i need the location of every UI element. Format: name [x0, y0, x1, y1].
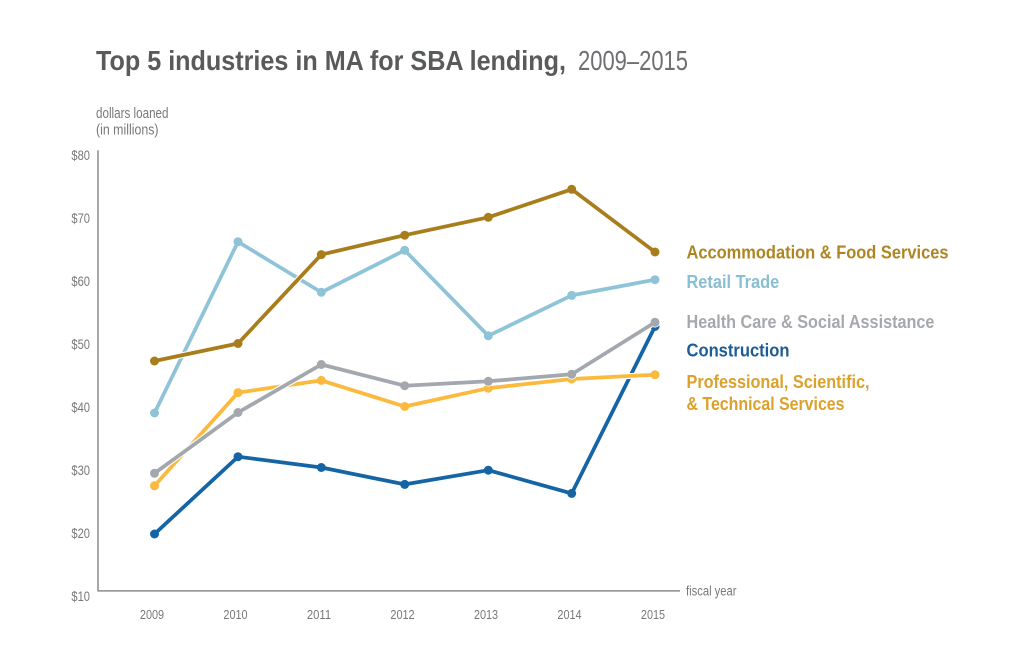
svg-text:$10: $10 [71, 589, 90, 604]
svg-text:2013: 2013 [474, 607, 498, 622]
svg-text:$70: $70 [71, 211, 90, 226]
svg-text:$60: $60 [71, 274, 90, 289]
svg-text:Top 5 industries in MA for SBA: Top 5 industries in MA for SBA lending, [96, 45, 566, 76]
svg-text:2009–2015: 2009–2015 [578, 45, 688, 76]
svg-text:$20: $20 [71, 526, 90, 541]
svg-text:Construction: Construction [687, 341, 790, 361]
svg-text:Retail Trade: Retail Trade [687, 272, 780, 292]
svg-text:Health Care & Social Assistanc: Health Care & Social Assistance [687, 312, 935, 332]
svg-text:(in millions): (in millions) [96, 122, 159, 138]
svg-text:Professional, Scientific,: Professional, Scientific, [687, 372, 870, 392]
svg-text:Accommodation & Food Services: Accommodation & Food Services [687, 242, 949, 262]
svg-text:fiscal year: fiscal year [686, 584, 737, 599]
svg-text:$80: $80 [71, 148, 90, 163]
svg-text:& Technical Services: & Technical Services [687, 394, 845, 414]
svg-text:$30: $30 [71, 463, 90, 478]
svg-text:2010: 2010 [223, 607, 247, 622]
svg-text:$50: $50 [71, 337, 90, 352]
svg-text:2011: 2011 [307, 607, 331, 622]
svg-text:$40: $40 [71, 400, 90, 415]
svg-text:2015: 2015 [641, 607, 665, 622]
svg-text:2009: 2009 [140, 607, 164, 622]
svg-text:2014: 2014 [557, 607, 581, 622]
svg-text:2012: 2012 [390, 607, 414, 622]
svg-text:dollars loaned: dollars loaned [96, 106, 169, 122]
